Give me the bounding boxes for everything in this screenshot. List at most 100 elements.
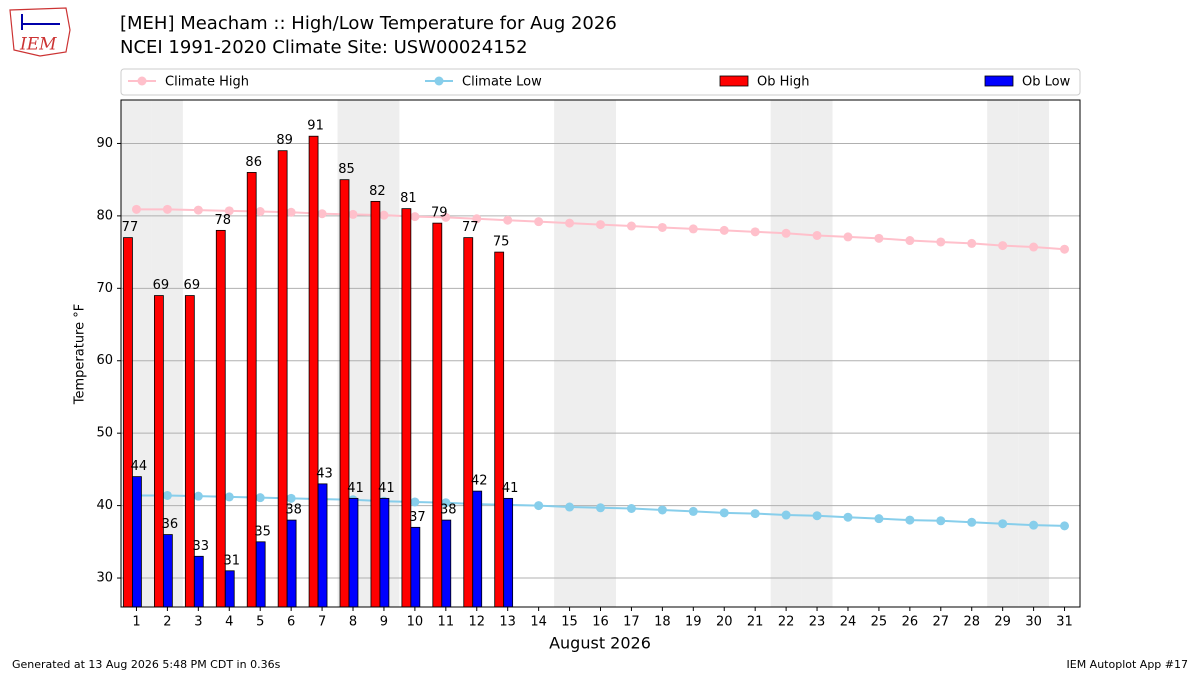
data-label: 41 (347, 481, 364, 496)
x-tick-label: 17 (623, 615, 640, 630)
y-tick-label: 90 (96, 136, 113, 151)
x-tick-label: 23 (809, 615, 826, 630)
bar (215, 229, 226, 608)
footer-right: IEM Autoplot App #17 (1067, 658, 1189, 671)
data-label: 75 (493, 235, 510, 250)
data-label: 41 (378, 481, 395, 496)
climate-marker (626, 503, 636, 513)
climate-marker (286, 207, 296, 217)
climate-marker (657, 222, 667, 232)
x-tick-label: 29 (994, 615, 1011, 630)
x-tick-label: 1 (132, 615, 140, 630)
y-tick-label: 30 (96, 571, 113, 586)
bar (348, 497, 359, 608)
y-tick-label: 40 (96, 498, 113, 513)
climate-marker (781, 510, 791, 520)
bar (277, 150, 288, 608)
x-tick-label: 25 (871, 615, 888, 630)
data-label: 77 (122, 220, 139, 235)
legend-label: Ob High (757, 75, 810, 90)
climate-marker (534, 501, 544, 511)
data-label: 91 (307, 119, 324, 134)
climate-marker (131, 204, 141, 214)
climate-marker (596, 503, 605, 513)
climate-marker (688, 506, 698, 516)
data-label: 69 (153, 278, 170, 293)
climate-marker (843, 512, 853, 522)
climate-marker (472, 214, 482, 224)
climate-marker (317, 209, 327, 219)
climate-marker (534, 217, 544, 227)
data-label: 42 (471, 474, 488, 489)
y-axis-label: Temperature °F (73, 304, 88, 405)
climate-marker (596, 220, 605, 230)
climate-marker (657, 505, 667, 515)
bar (317, 483, 328, 608)
bar (379, 497, 390, 608)
climate-marker (441, 498, 451, 508)
climate-marker (874, 514, 884, 524)
x-tick-label: 13 (499, 615, 516, 630)
y-tick-label: 60 (96, 353, 113, 368)
bar (432, 222, 443, 608)
data-label: 41 (502, 481, 519, 496)
x-axis-label: August 2026 (549, 634, 651, 653)
legend-box (120, 68, 1081, 96)
climate-marker (843, 232, 853, 242)
weekend-shade (801, 100, 833, 607)
plot-frame (120, 99, 1081, 608)
chart-subtitle: NCEI 1991-2020 Climate Site: USW00024152 (120, 37, 528, 58)
bar (472, 490, 483, 608)
bar (494, 251, 505, 608)
climate-marker (688, 224, 698, 234)
x-tick-label: 4 (225, 615, 233, 630)
bar (410, 526, 421, 608)
x-tick-label: 22 (778, 615, 795, 630)
bar (162, 534, 173, 608)
climate-marker (1029, 520, 1039, 530)
legend-label: Climate Low (462, 75, 542, 90)
climate-marker (224, 492, 234, 502)
legend-marker (137, 76, 147, 86)
climate-marker (719, 225, 729, 235)
climate-marker (719, 508, 729, 518)
x-tick-label: 11 (438, 615, 455, 630)
data-label: 89 (276, 133, 293, 148)
x-tick-label: 24 (840, 615, 857, 630)
legend-label: Climate High (165, 75, 249, 90)
y-tick-label: 50 (96, 426, 113, 441)
bar (503, 497, 514, 608)
weekend-shade (770, 100, 802, 607)
climate-marker (936, 237, 946, 247)
climate-marker (565, 502, 575, 512)
climate-marker (286, 493, 296, 503)
climate-marker (781, 228, 791, 238)
bar (184, 295, 195, 608)
climate-marker (967, 238, 977, 248)
bar (463, 237, 474, 608)
bar (441, 519, 452, 608)
climate-marker (812, 511, 822, 521)
climate-marker (750, 227, 760, 237)
climate-marker (1029, 242, 1039, 252)
climate-marker (379, 210, 389, 220)
climate-marker (255, 207, 265, 217)
x-tick-label: 12 (468, 615, 485, 630)
data-label: 36 (162, 517, 179, 532)
x-tick-label: 7 (318, 615, 326, 630)
climate-marker (503, 215, 513, 225)
legend-swatch (719, 75, 749, 87)
logo-text: IEM (19, 35, 57, 55)
x-tick-label: 18 (654, 615, 671, 630)
data-label: 85 (338, 162, 355, 177)
climate-marker (193, 205, 203, 215)
data-label: 35 (254, 524, 271, 539)
bar (154, 295, 164, 608)
x-tick-label: 10 (407, 615, 424, 630)
footer-left: Generated at 13 Aug 2026 5:48 PM CDT in … (12, 658, 281, 671)
bar (224, 570, 235, 608)
climate-marker (905, 515, 915, 525)
x-tick-label: 16 (592, 615, 609, 630)
bar (193, 555, 204, 608)
